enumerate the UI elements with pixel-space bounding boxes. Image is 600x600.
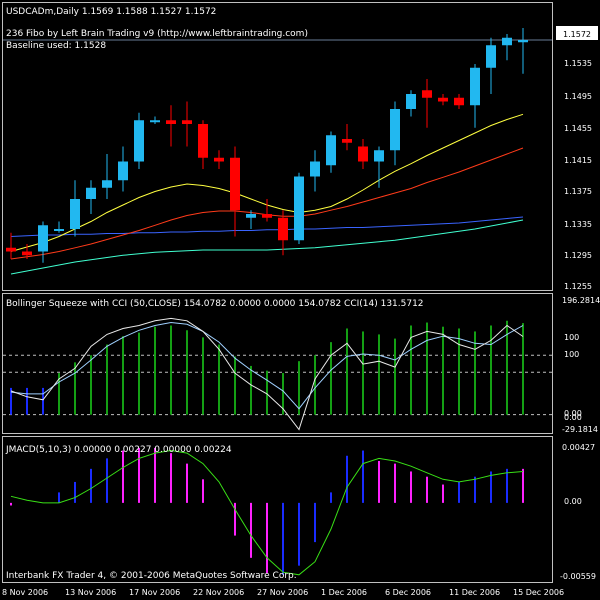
price-tick: 1.1415: [564, 156, 592, 165]
candle-up: [310, 161, 320, 177]
candle-up: [326, 135, 336, 166]
cci-tick: 0.00: [564, 409, 582, 418]
candle-up: [390, 109, 400, 151]
candle-down: [278, 217, 288, 241]
price-tick: 1.1255: [564, 282, 592, 291]
cci-tick: 100: [564, 350, 579, 359]
candle-up: [86, 187, 96, 199]
candle-down: [358, 146, 368, 162]
candle-up: [150, 120, 160, 123]
price-tick: 1.1495: [564, 92, 592, 101]
date-tick: 15 Dec 2006: [513, 588, 564, 597]
price-tick: 1.1375: [564, 187, 592, 196]
candle-up: [486, 45, 496, 68]
current-price-label: 1.1572: [563, 30, 591, 39]
candle-up: [70, 199, 80, 229]
candle-up: [294, 176, 304, 241]
macd-axis: 0.00427 0.00 -0.00559: [560, 443, 596, 581]
candle-down: [262, 214, 272, 218]
price-tick: 1.1335: [564, 220, 592, 229]
price-axis: 1.1572 1.1535 1.1495 1.1455 1.1415 1.137…: [556, 26, 598, 291]
date-tick: 13 Nov 2006: [65, 588, 116, 597]
baseline-label: Baseline used: 1.1528: [6, 41, 106, 51]
date-tick: 1 Dec 2006: [321, 588, 367, 597]
price-tick: 1.1295: [564, 251, 592, 260]
date-tick: 27 Nov 2006: [257, 588, 308, 597]
candle-up: [38, 225, 48, 252]
copyright-footer: Interbank FX Trader 4, © 2001-2006 MetaQ…: [6, 571, 297, 581]
macd-tick: 0.00427: [562, 443, 595, 452]
moving-average-cyan: [10, 219, 524, 275]
macd-panel[interactable]: [2, 436, 553, 583]
candle-up: [134, 120, 144, 162]
candle-down: [182, 120, 192, 124]
date-tick: 22 Nov 2006: [193, 588, 244, 597]
price-series: [3, 28, 552, 275]
macd-signal-line: [10, 449, 524, 576]
candle-up: [406, 94, 416, 109]
macd-panel-title: JMACD(5,10,3) 0.00000 0.00227 0.00000 0.…: [5, 445, 232, 455]
price-tick: 1.1535: [564, 59, 592, 68]
date-tick: 11 Dec 2006: [449, 588, 500, 597]
cci-tick: 196.2814: [562, 296, 600, 305]
cci-tick: 0.00: [564, 413, 582, 422]
candle-up: [54, 229, 64, 231]
candle-up: [118, 161, 128, 181]
macd-tick: -0.00559: [560, 572, 596, 581]
candle-up: [470, 67, 480, 106]
candle-down: [422, 90, 432, 98]
current-price-box: [556, 26, 598, 40]
candle-up: [246, 214, 256, 218]
cci-line: [10, 317, 524, 431]
price-panel[interactable]: [2, 2, 553, 291]
date-tick: 17 Nov 2006: [129, 588, 180, 597]
date-tick: 6 Dec 2006: [385, 588, 431, 597]
cci-series: [3, 317, 552, 431]
price-panel-title: USDCADm,Daily 1.1569 1.1588 1.1527 1.157…: [6, 7, 216, 17]
cci-tick: 100: [564, 333, 579, 342]
price-tick: 1.1455: [564, 124, 592, 133]
macd-series: [10, 447, 524, 576]
candle-down: [214, 157, 224, 162]
candle-up: [102, 180, 112, 188]
moving-average-blue: [10, 216, 524, 237]
candle-up: [502, 37, 512, 46]
candle-up: [374, 150, 384, 162]
candle-down: [22, 251, 32, 256]
cci-panel-title: Bollinger Squeeze with CCI (50,CLOSE) 15…: [6, 299, 424, 309]
candle-up: [518, 40, 528, 43]
candle-down: [454, 97, 464, 106]
candle-down: [6, 247, 16, 252]
cci-signal-line: [10, 321, 524, 410]
fibo-indicator-label: 236 Fibo by Left Brain Trading v9 (http:…: [6, 29, 308, 39]
date-axis: 8 Nov 2006 13 Nov 2006 17 Nov 2006 22 No…: [2, 588, 564, 597]
candle-down: [166, 120, 176, 124]
date-tick: 8 Nov 2006: [2, 588, 48, 597]
candle-down: [438, 97, 448, 102]
candle-down: [342, 139, 352, 143]
cci-axis: 196.2814 100 100 0.00 0.00 -29.1814: [562, 296, 600, 434]
macd-tick: 0.00: [564, 497, 582, 506]
candle-down: [198, 124, 208, 158]
cci-tick: -29.1814: [562, 425, 598, 434]
cci-panel[interactable]: [2, 293, 553, 434]
candle-down: [230, 157, 240, 211]
